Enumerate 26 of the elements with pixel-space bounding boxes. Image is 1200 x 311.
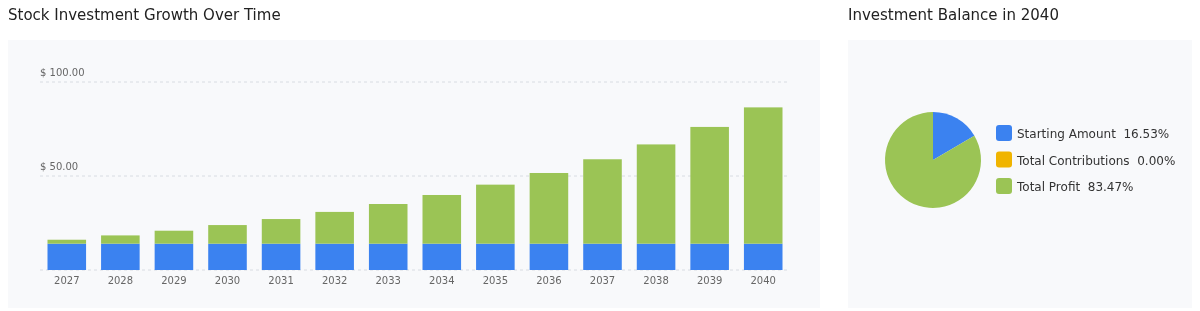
x-tick-label: 2030 [214,275,241,286]
x-tick-label: 2031 [268,275,294,286]
x-tick-label: 2039 [696,275,723,286]
pie-slice [885,112,981,208]
x-tick-label: 2040 [750,275,776,286]
text: 0.00% [1137,153,1176,168]
x-tick-label: 2038 [643,275,669,286]
x-tick-label: 2035 [482,275,509,286]
x-tick-label: 2032 [321,275,348,286]
x-tick-label: 2033 [375,275,401,286]
x-tick-label: 2037 [589,275,616,286]
x-tick-label: 2028 [107,275,134,286]
pie-slice [933,112,975,160]
x-tick-label: 2034 [429,275,455,286]
legend-label: Total Profit [1017,180,1081,194]
chart-title: Investment Balance in 2040 [848,6,1059,24]
legend-label: Total Contributions [1017,153,1130,168]
legend-label: Starting Amount [1017,127,1116,141]
y-tick-label: $ 50.00 [40,161,79,172]
x-tick-label: 2036 [536,275,562,286]
x-tick-label: 2029 [161,275,187,286]
chart-title: Stock Investment Growth Over Time [8,6,281,24]
data-label: 16.53% [1123,127,1170,141]
data-label: 83.47% [1087,180,1134,194]
x-tick-label: 2027 [54,275,80,286]
y-tick-label: $ 100.00 [40,67,85,78]
